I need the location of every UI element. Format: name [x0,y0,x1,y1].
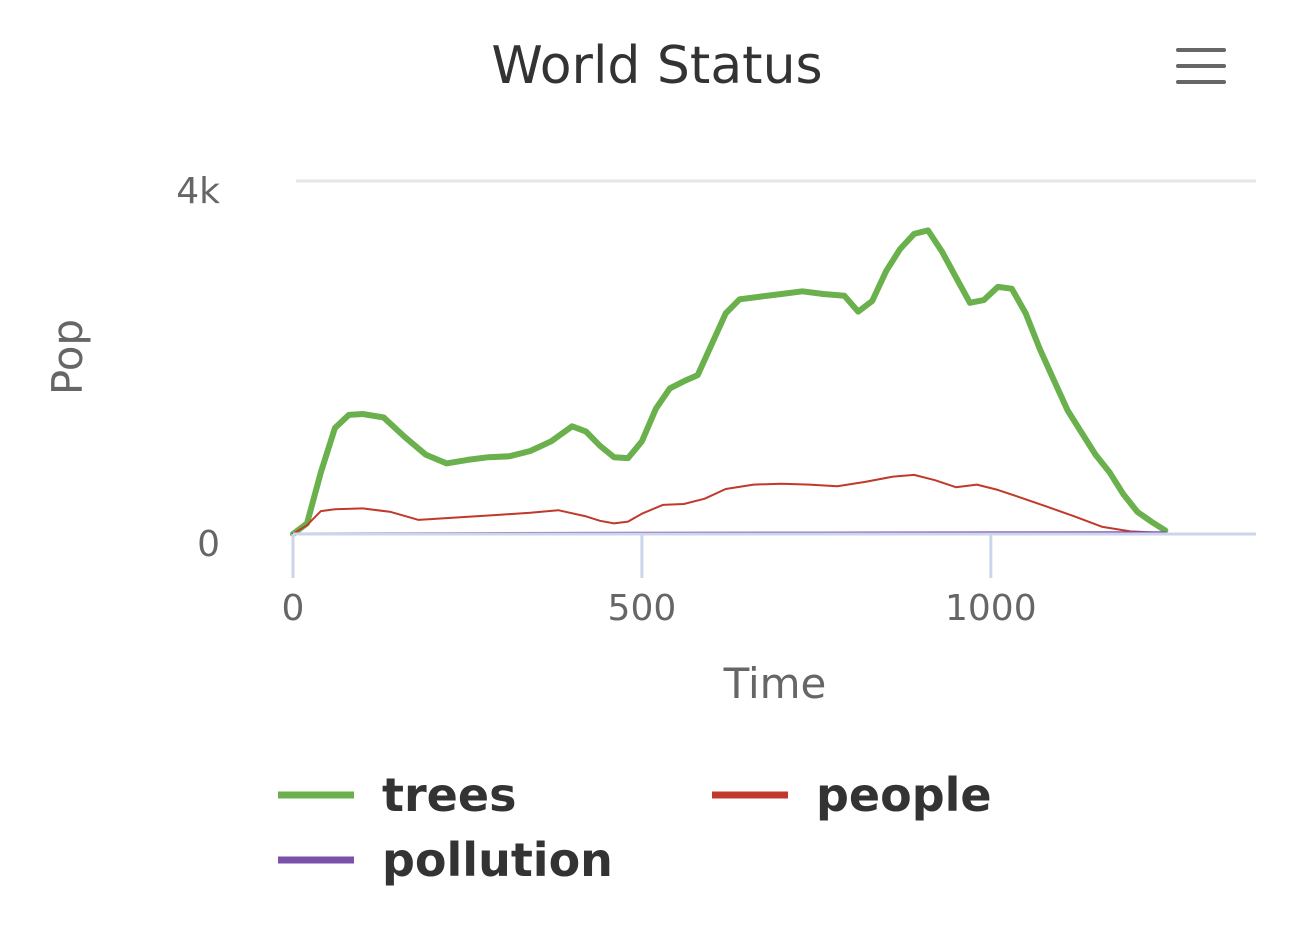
y-axis-title: Pop [43,319,92,395]
hamburger-menu-icon-bar [1176,64,1226,68]
y-tick-label: 0 [197,524,220,565]
chart-title: World Status [491,36,822,96]
hamburger-menu-icon [1176,48,1226,52]
x-tick-label: 0 [282,588,305,629]
x-tick-label: 500 [608,588,677,629]
legend-item-pollution[interactable]: pollution [278,833,613,887]
y-tick-labels: 0 4k [176,171,220,565]
legend-label-trees: trees [382,768,516,822]
y-tick-label: 4k [176,171,220,212]
legend-item-trees[interactable]: trees [278,768,516,822]
x-tick-label: 1000 [945,588,1037,629]
legend: trees people pollution [278,768,992,887]
legend-label-people: people [816,768,992,822]
chart-menu-button[interactable] [1168,42,1234,92]
x-axis-title: Time [723,659,827,708]
series-line-people [292,473,1167,535]
hamburger-menu-icon-bar [1176,80,1226,84]
legend-label-pollution: pollution [382,833,613,887]
legend-item-people[interactable]: people [712,768,992,822]
series-layer [290,227,1169,537]
x-tick-marks: 0 500 1000 [282,534,1037,629]
series-line-trees [290,227,1169,537]
